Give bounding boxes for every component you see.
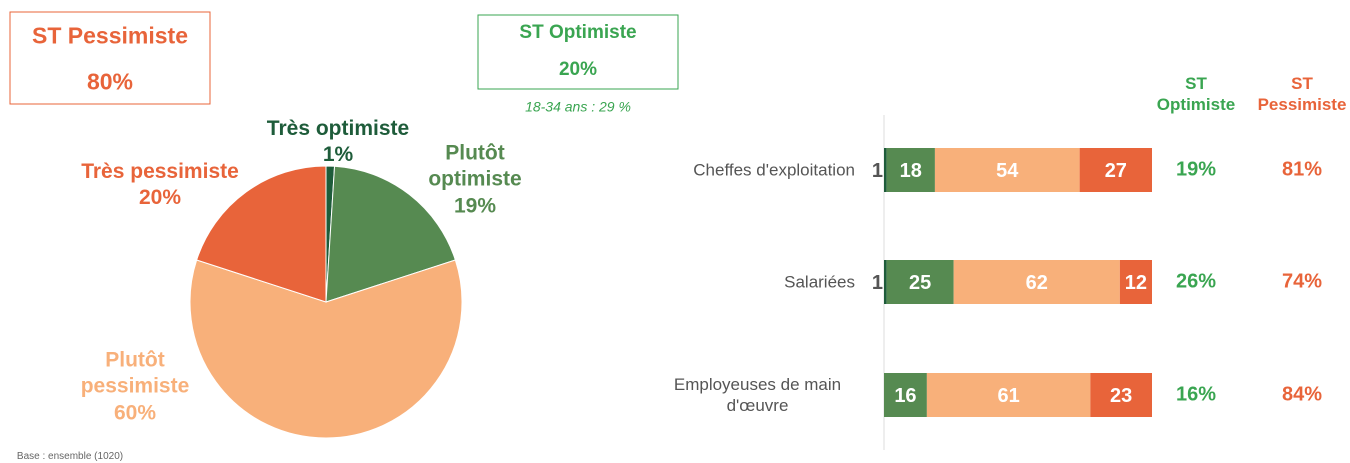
column-value: 84%	[1281, 383, 1323, 406]
column-value: 26%	[1175, 270, 1217, 293]
segment-label: 12	[1125, 272, 1147, 294]
segment-label: 1	[872, 272, 883, 294]
bar-segment	[1090, 373, 1152, 417]
segment-label: 23	[1110, 385, 1132, 407]
column-value: 19%	[1175, 158, 1217, 181]
segment-label: 18	[900, 160, 922, 182]
slice-value: 1%	[322, 143, 354, 166]
slice-label: Plutôt optimiste 19%	[410, 141, 540, 220]
slice-category: Plutôt optimiste	[428, 141, 522, 191]
slice-label: Très pessimiste 20%	[60, 159, 260, 212]
summary-label: ST Optimiste	[519, 22, 637, 44]
bar-segment	[884, 260, 887, 304]
bar-segment	[953, 260, 1120, 304]
summary-value: 80%	[86, 68, 134, 95]
bar-segment	[884, 148, 887, 192]
bar-segment	[886, 260, 954, 304]
column-header: ST Optimiste	[1156, 73, 1236, 114]
column-value: 16%	[1175, 383, 1217, 406]
bar-segment	[886, 148, 935, 192]
slice-value: 19%	[453, 194, 497, 218]
slice-label: Plutôt pessimiste 60%	[60, 348, 210, 427]
slice-category: Très pessimiste	[81, 159, 239, 183]
bar-segment	[1119, 260, 1152, 304]
category-label: Cheffes d'exploitation	[693, 160, 855, 180]
segment-label: 25	[909, 272, 931, 294]
segment-label: 16	[894, 385, 916, 407]
column-value: 74%	[1281, 270, 1323, 293]
pie-slice	[196, 165, 327, 303]
slice-label: Très optimiste 1%	[228, 116, 448, 169]
segment-label: 54	[996, 160, 1019, 182]
segment-label: 61	[997, 385, 1019, 407]
bar-segment	[1079, 148, 1152, 192]
column-value: 81%	[1281, 158, 1323, 181]
slice-value: 60%	[113, 401, 157, 425]
bar-segment	[934, 148, 1080, 192]
pie-slice	[189, 259, 463, 439]
summary-box	[9, 11, 211, 105]
summary-value: 20%	[558, 59, 598, 81]
segment-label: 1	[872, 160, 883, 182]
slice-value: 20%	[138, 186, 182, 209]
slice-category: Très optimiste	[266, 116, 410, 140]
category-label: Salariées	[784, 272, 855, 292]
segment-label: 27	[1105, 160, 1127, 182]
column-header: ST Pessimiste	[1257, 73, 1347, 114]
category-label: Employeuses de main d'œuvre	[673, 374, 842, 415]
segment-label: 62	[1026, 272, 1048, 294]
summary-label: ST Pessimiste	[32, 22, 188, 49]
summary-note: 18-34 ans : 29 %	[525, 98, 631, 115]
slice-category: Plutôt pessimiste	[80, 348, 190, 398]
pie-slice	[325, 165, 456, 303]
bar-segment	[884, 373, 927, 417]
summary-box	[477, 14, 679, 90]
bar-segment	[926, 373, 1091, 417]
footnote: Base : ensemble (1020)	[16, 450, 124, 462]
